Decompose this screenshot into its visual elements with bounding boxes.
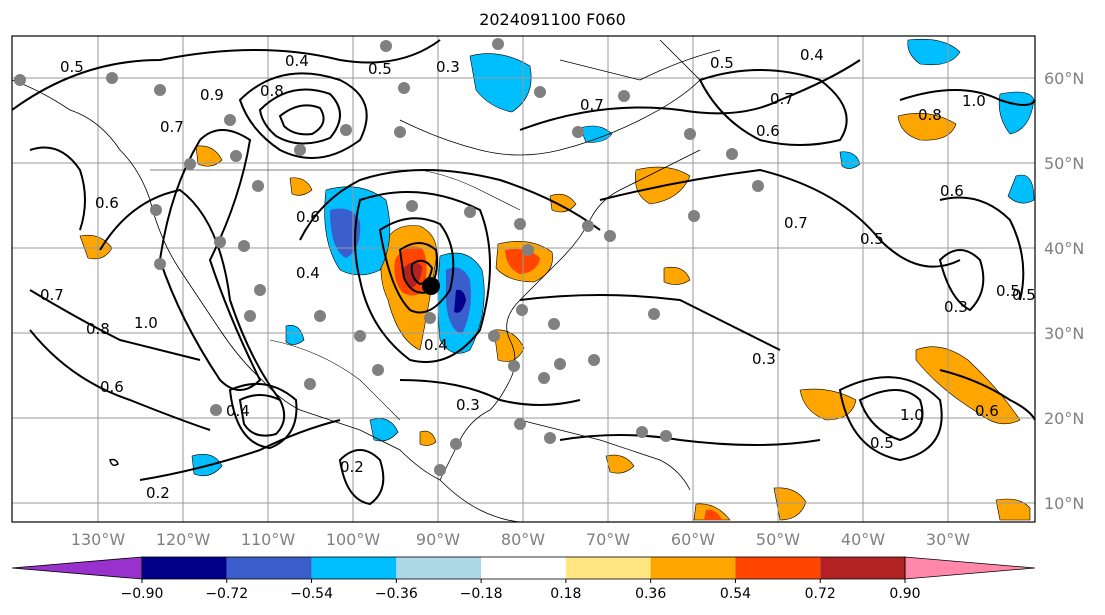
contour-label: 1.0	[900, 406, 924, 424]
contour-label: 0.9	[200, 86, 224, 104]
contour-label: 0.4	[226, 402, 250, 420]
contour-label: 0.7	[770, 90, 794, 108]
colorbar-segment	[226, 557, 312, 579]
lon-label: 130°W	[71, 530, 126, 549]
colorbar-tick-label: −0.36	[375, 586, 418, 602]
contour-label: 0.8	[86, 320, 110, 338]
colorbar-segment	[396, 557, 482, 579]
lon-label: 80°W	[501, 530, 545, 549]
latitude-labels: 60°N 50°N 40°N 30°N 20°N 10°N	[1044, 69, 1084, 513]
contour-label: 0.7	[40, 286, 64, 304]
colorbar-tick-label: −0.90	[121, 586, 164, 602]
colorbar-tick-label: −0.18	[460, 586, 503, 602]
lat-label: 60°N	[1044, 69, 1084, 88]
contour-label: 0.7	[580, 96, 604, 114]
contour-label: 0.5	[870, 434, 894, 452]
contour-label: 0.4	[296, 264, 320, 282]
storm-center-marker	[422, 277, 440, 295]
lon-label: 50°W	[756, 530, 800, 549]
contour-label: 0.2	[146, 484, 170, 502]
contour-label: 0.8	[918, 106, 942, 124]
contour-label: 0.8	[260, 82, 284, 100]
contour-label: 1.0	[134, 314, 158, 332]
contour-label: 0.3	[944, 298, 968, 316]
colorbar-segment	[650, 557, 736, 579]
colorbar-extend-high	[904, 556, 1036, 580]
colorbar-tick-label: 0.54	[720, 586, 751, 602]
contour-label: 0.7	[784, 214, 808, 232]
contour-label: 0.6	[95, 194, 119, 212]
contour-label: 0.6	[940, 182, 964, 200]
colorbar-segment	[481, 557, 566, 579]
colorbar-tick-label: −0.54	[290, 586, 333, 602]
lon-label: 120°W	[156, 530, 211, 549]
contour-label: 0.4	[800, 46, 824, 64]
longitude-labels: 130°W 120°W 110°W 100°W 90°W 80°W 70°W 6…	[71, 530, 970, 549]
contour-label: 0.3	[456, 396, 480, 414]
contour-label: 0.3	[752, 350, 776, 368]
colorbar-tick-label: 0.18	[550, 586, 581, 602]
lon-label: 90°W	[416, 530, 460, 549]
contour-label: 0.5	[996, 282, 1020, 300]
contour-label: 0.6	[296, 208, 320, 226]
lon-label: 30°W	[926, 530, 970, 549]
lon-label: 60°W	[671, 530, 715, 549]
lat-label: 50°N	[1044, 154, 1084, 173]
colorbar-tick-label: 0.90	[889, 586, 920, 602]
lat-label: 40°N	[1044, 239, 1084, 258]
colorbar-outline	[141, 556, 906, 580]
colorbar	[11, 556, 1036, 580]
lat-label: 20°N	[1044, 409, 1084, 428]
lat-label: 10°N	[1044, 494, 1084, 513]
contour-lines	[11, 39, 1036, 506]
contour-label: 0.2	[340, 458, 364, 476]
contour-label: 0.6	[975, 402, 999, 420]
contour-label: 0.5	[860, 230, 884, 248]
contour-label: 0.5	[368, 60, 392, 78]
contour-label: 0.5	[60, 58, 84, 76]
contour-label: 0.5	[710, 54, 734, 72]
colorbar-segment	[565, 557, 651, 579]
contour-label: 0.6	[756, 122, 780, 140]
colorbar-segment	[820, 557, 905, 579]
colorbar-segment	[142, 557, 227, 579]
map-title: 2024091100 F060	[479, 10, 626, 29]
contour-label: 0.4	[424, 336, 448, 354]
colorbar-tick-label: −0.72	[205, 586, 248, 602]
station-markers	[14, 38, 764, 476]
colorbar-ticks: −0.90 −0.72 −0.54 −0.36 −0.18 0.18 0.36 0.54 0.7…	[121, 579, 921, 602]
contour-label: 0.5	[1012, 286, 1036, 304]
colorbar-extend-low	[11, 556, 143, 580]
contour-label: 0.3	[436, 58, 460, 76]
colorbar-tick-label: 0.72	[805, 586, 836, 602]
contour-label: 0.6	[100, 378, 124, 396]
lon-label: 100°W	[326, 530, 381, 549]
lon-label: 40°W	[841, 530, 885, 549]
map-border	[11, 35, 1036, 523]
colorbar-tick-label: 0.36	[635, 586, 666, 602]
contour-label: 0.4	[285, 52, 309, 70]
lon-label: 70°W	[586, 530, 630, 549]
lon-label: 110°W	[241, 530, 296, 549]
colorbar-segment	[735, 557, 821, 579]
contour-label: 0.7	[160, 118, 184, 136]
colorbar-segment	[311, 557, 397, 579]
contour-label-group: 0.5 0.4 0.5 0.3 0.5 0.4 0.6 0.7 0.7 0.6 …	[40, 46, 1036, 502]
lat-label: 30°N	[1044, 324, 1084, 343]
contour-label: 1.0	[962, 92, 986, 110]
